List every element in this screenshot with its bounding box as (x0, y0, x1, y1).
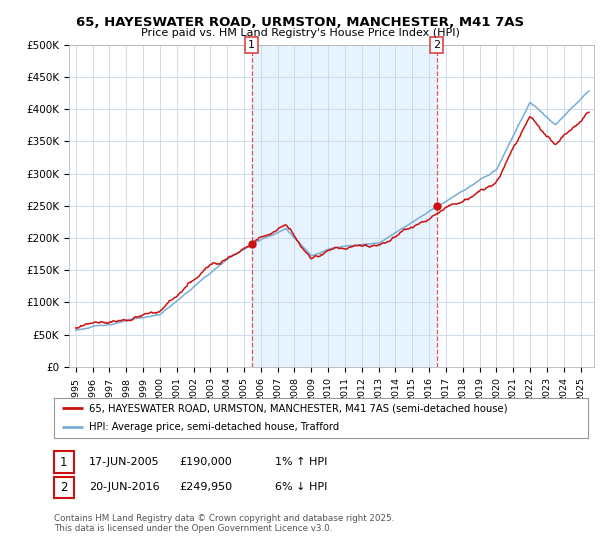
Text: 65, HAYESWATER ROAD, URMSTON, MANCHESTER, M41 7AS (semi-detached house): 65, HAYESWATER ROAD, URMSTON, MANCHESTER… (89, 404, 507, 413)
Text: 6% ↓ HPI: 6% ↓ HPI (275, 482, 327, 492)
Text: £190,000: £190,000 (179, 457, 232, 467)
Text: 65, HAYESWATER ROAD, URMSTON, MANCHESTER, M41 7AS: 65, HAYESWATER ROAD, URMSTON, MANCHESTER… (76, 16, 524, 29)
Text: 20-JUN-2016: 20-JUN-2016 (89, 482, 160, 492)
Text: Contains HM Land Registry data © Crown copyright and database right 2025.
This d: Contains HM Land Registry data © Crown c… (54, 514, 394, 534)
Text: 17-JUN-2005: 17-JUN-2005 (89, 457, 160, 467)
Text: Price paid vs. HM Land Registry's House Price Index (HPI): Price paid vs. HM Land Registry's House … (140, 28, 460, 38)
Text: 1: 1 (60, 455, 68, 469)
Text: £249,950: £249,950 (179, 482, 232, 492)
Text: 1% ↑ HPI: 1% ↑ HPI (275, 457, 327, 467)
Text: 1: 1 (248, 40, 255, 50)
Bar (252, 45, 437, 367)
Text: 2: 2 (60, 480, 68, 494)
Text: 2: 2 (433, 40, 440, 50)
Text: HPI: Average price, semi-detached house, Trafford: HPI: Average price, semi-detached house,… (89, 422, 339, 432)
